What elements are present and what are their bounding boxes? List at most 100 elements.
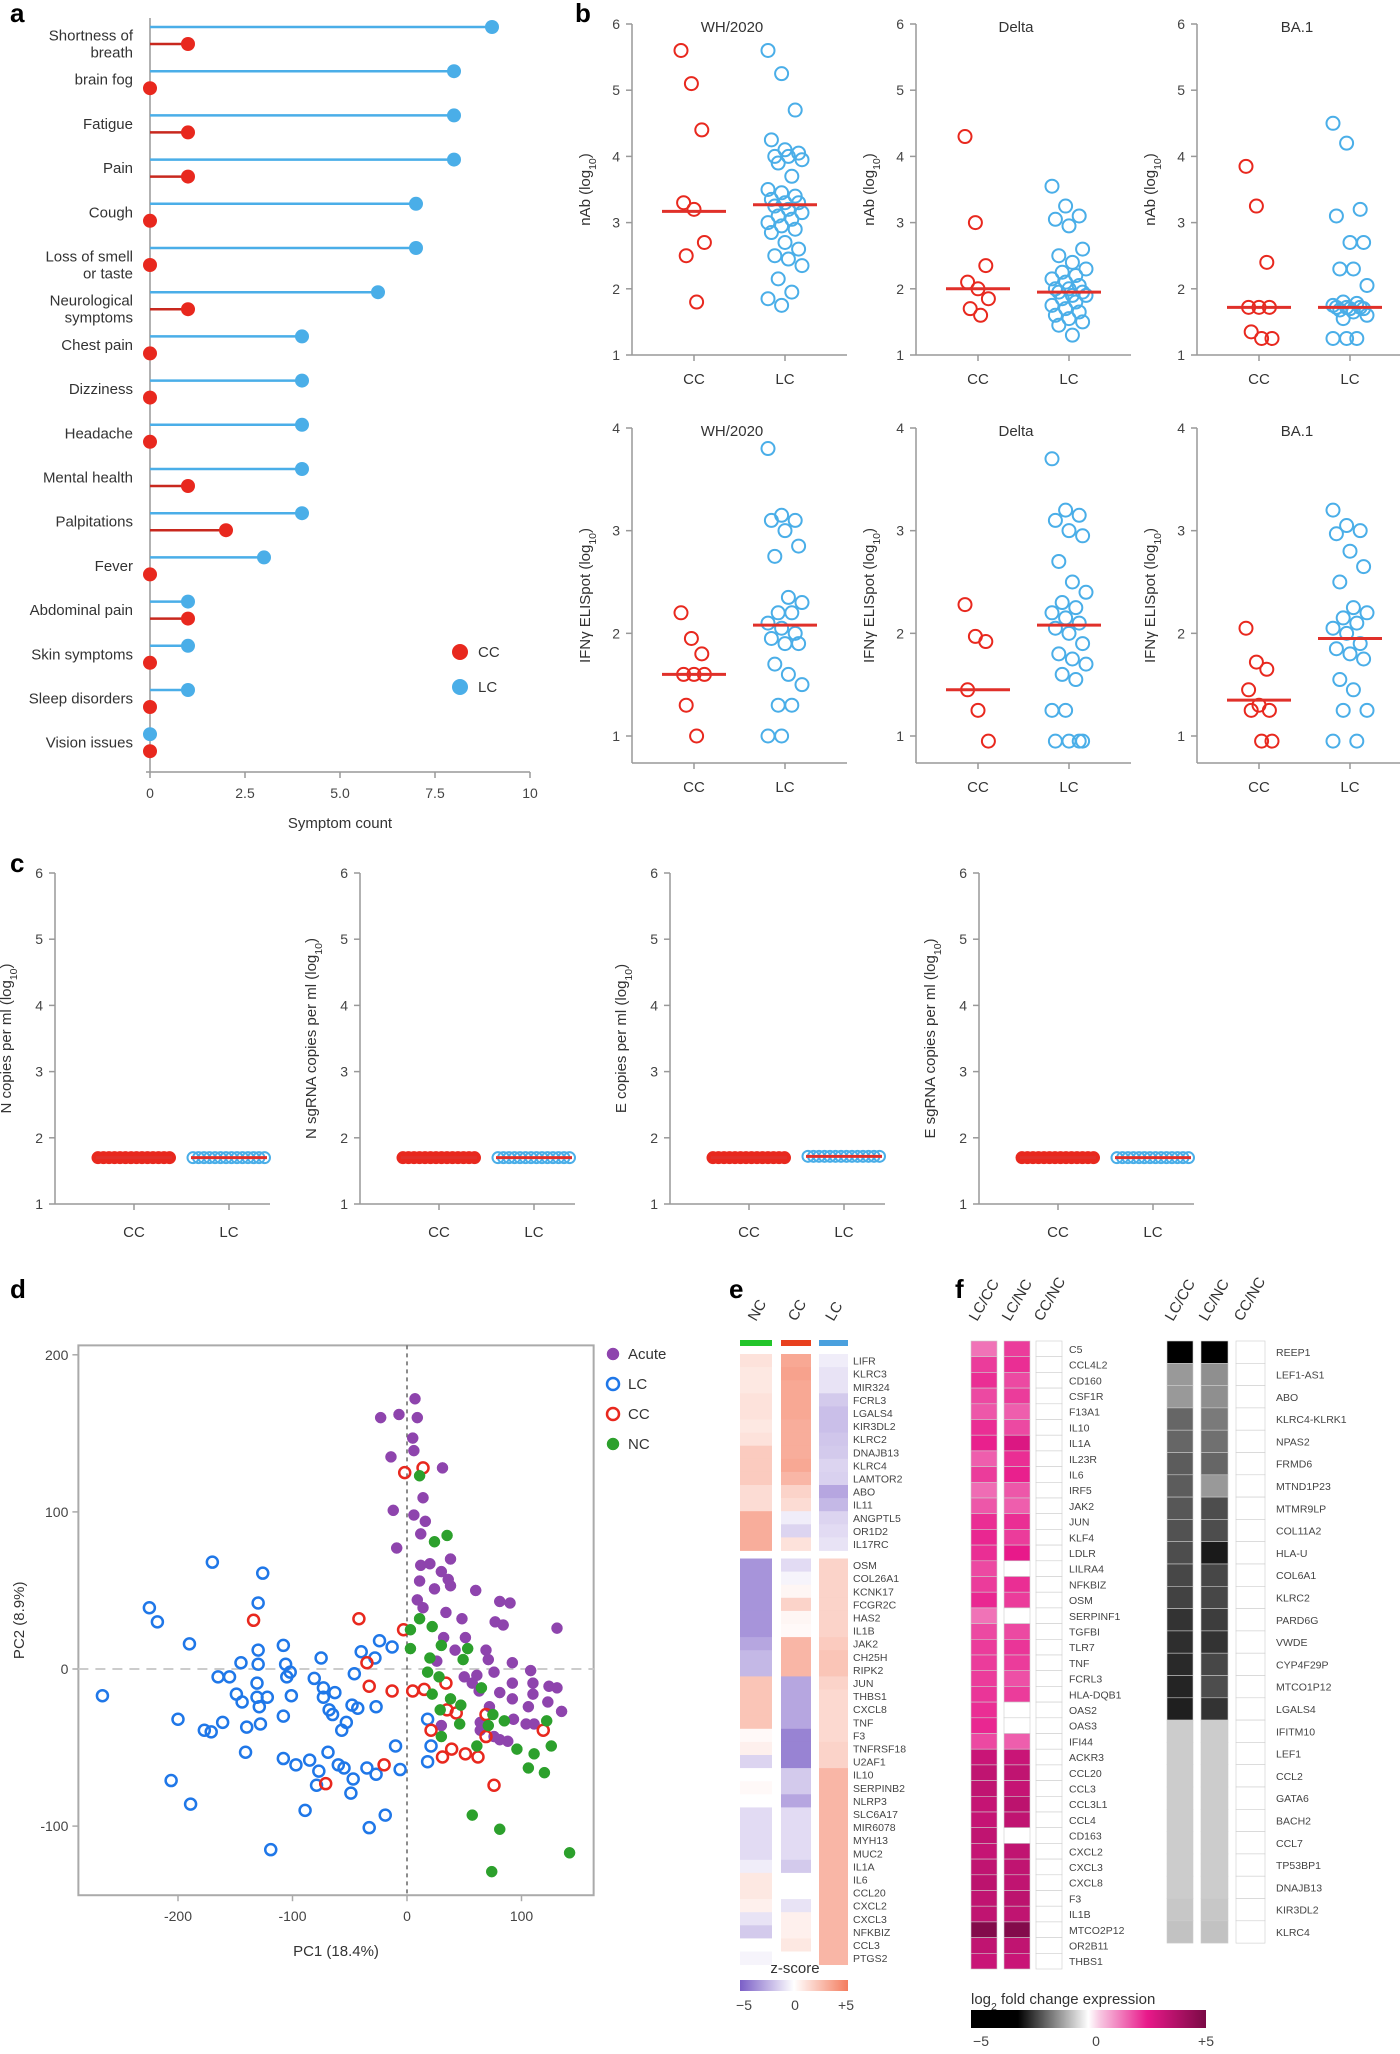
heatmap-cell	[1003, 1529, 1031, 1546]
y-axis-label: N copies per ml (log10)	[0, 963, 20, 1113]
y-tick-label: 3	[650, 1064, 658, 1080]
legend-label: LC	[628, 1376, 647, 1393]
gene-label: ABO	[1276, 1392, 1298, 1404]
heatmap-cell	[819, 1925, 848, 1939]
pca-point-acute	[527, 1688, 539, 1700]
heatmap-cell	[1035, 1560, 1063, 1577]
data-point-lc	[1064, 327, 1080, 343]
data-point-lc	[1058, 702, 1074, 718]
lollipop-dot-cc	[143, 655, 157, 670]
heatmap-cell	[781, 1380, 811, 1394]
pca-point-lc	[215, 1715, 230, 1730]
heatmap-cell	[1003, 1748, 1031, 1766]
gene-label: TNFRSF18	[853, 1744, 906, 1756]
gene-label: TLR7	[1069, 1642, 1095, 1654]
heatmap-cell	[740, 1558, 772, 1572]
heatmap-cell	[740, 1637, 772, 1651]
y-tick-label: 2	[650, 1130, 658, 1146]
x-tick-label: CC	[738, 1224, 760, 1241]
pca-point-acute	[449, 1644, 461, 1656]
heatmap-cell	[1166, 1697, 1194, 1721]
data-point-lc	[767, 548, 783, 564]
heatmap-cell	[740, 1846, 772, 1861]
heatmap-cell	[1200, 1630, 1229, 1654]
data-point-lc	[1332, 261, 1348, 277]
y-tick-label: 4	[1177, 148, 1185, 164]
y-tick-label: 1	[959, 1196, 967, 1212]
zscore-colorbar	[740, 1980, 848, 1991]
gene-label: IL23R	[1069, 1454, 1097, 1466]
heatmap-cell	[781, 1597, 811, 1612]
data-point-lc	[791, 241, 807, 257]
heatmap-cell	[970, 1654, 998, 1671]
gene-label: NLRP3	[853, 1796, 887, 1808]
heatmap-cell	[1235, 1764, 1266, 1788]
heatmap-cell	[740, 1354, 772, 1368]
heatmap-cell	[819, 1597, 848, 1612]
panel-label-f: f	[955, 1274, 964, 1304]
heatmap-cell	[740, 1886, 772, 1900]
data-point-cc	[1254, 733, 1270, 749]
data-point-cc	[1264, 733, 1280, 749]
data-point-lc	[1058, 502, 1074, 518]
data-point-lc	[774, 620, 790, 636]
y-tick-label: 3	[896, 523, 904, 539]
gene-label: CXCL3	[1069, 1862, 1103, 1874]
heatmap-cell	[970, 1450, 998, 1467]
data-point-lc	[1058, 610, 1074, 626]
legend-label: CC	[628, 1406, 650, 1423]
heatmap-cell	[970, 1748, 998, 1766]
y-axis-label: N sgRNA copies per ml (log10)	[303, 938, 325, 1139]
gene-label: OR1D2	[853, 1526, 888, 1538]
legend-marker-nc	[606, 1437, 620, 1451]
column-header: CC	[785, 1297, 811, 1324]
data-point-lc	[1078, 261, 1094, 277]
data-point-lc	[1044, 178, 1060, 194]
heatmap-cell	[1166, 1385, 1194, 1409]
symptom-label: Cough	[89, 204, 133, 221]
heatmap-cell	[970, 1733, 998, 1750]
data-point-lc	[1054, 666, 1070, 682]
pca-point-nc	[545, 1740, 558, 1752]
data-point-lc	[1078, 584, 1094, 600]
lollipop-dot-lc	[447, 64, 461, 79]
gene-label: CXCL3	[853, 1914, 887, 1926]
data-point-cc	[1248, 654, 1264, 670]
data-point-lc	[770, 605, 786, 621]
lollipop-dot-lc	[295, 417, 309, 432]
heatmap-cell	[819, 1650, 848, 1664]
gene-label: MIR6078	[853, 1822, 896, 1834]
pca-point-lc	[316, 1690, 331, 1705]
data-point-lc	[1061, 625, 1077, 641]
gene-label: F3	[1069, 1893, 1081, 1905]
heatmap-cell	[1003, 1387, 1031, 1405]
y-tick-label: 1	[340, 1196, 348, 1212]
column-header: LC/CC	[1162, 1276, 1199, 1324]
data-point-lc	[770, 271, 786, 287]
heatmap-cell	[781, 1624, 811, 1638]
heatmap-cell	[1200, 1742, 1229, 1766]
heatmap-cell	[819, 1728, 848, 1743]
x-tick-label: CC	[428, 1224, 450, 1241]
gene-label: MYH13	[853, 1835, 888, 1847]
gene-label: IFITM10	[1276, 1726, 1315, 1738]
heatmap-cell	[1200, 1652, 1229, 1676]
heatmap-cell	[1035, 1811, 1063, 1828]
gene-label: OAS3	[1069, 1721, 1097, 1733]
y-tick-label: 5	[1177, 82, 1185, 98]
heatmap-cell	[781, 1432, 811, 1447]
heatmap-cell	[970, 1434, 998, 1452]
data-point-lc	[1058, 301, 1074, 317]
lollipop-dot-lc	[409, 196, 423, 211]
data-point-lc	[794, 152, 810, 168]
gene-label: IL17RC	[853, 1539, 889, 1551]
heatmap-cell	[1035, 1717, 1063, 1734]
legend-marker-cc	[605, 1406, 621, 1422]
gene-label: F13A1	[1069, 1407, 1100, 1419]
column-header: LC	[822, 1299, 846, 1324]
symptom-label: Headache	[65, 425, 133, 442]
heatmap-cell	[740, 1702, 772, 1717]
heatmap-cell	[1035, 1419, 1063, 1436]
x-tick-label: -100	[278, 1908, 306, 1924]
pca-point-nc	[498, 1715, 511, 1727]
